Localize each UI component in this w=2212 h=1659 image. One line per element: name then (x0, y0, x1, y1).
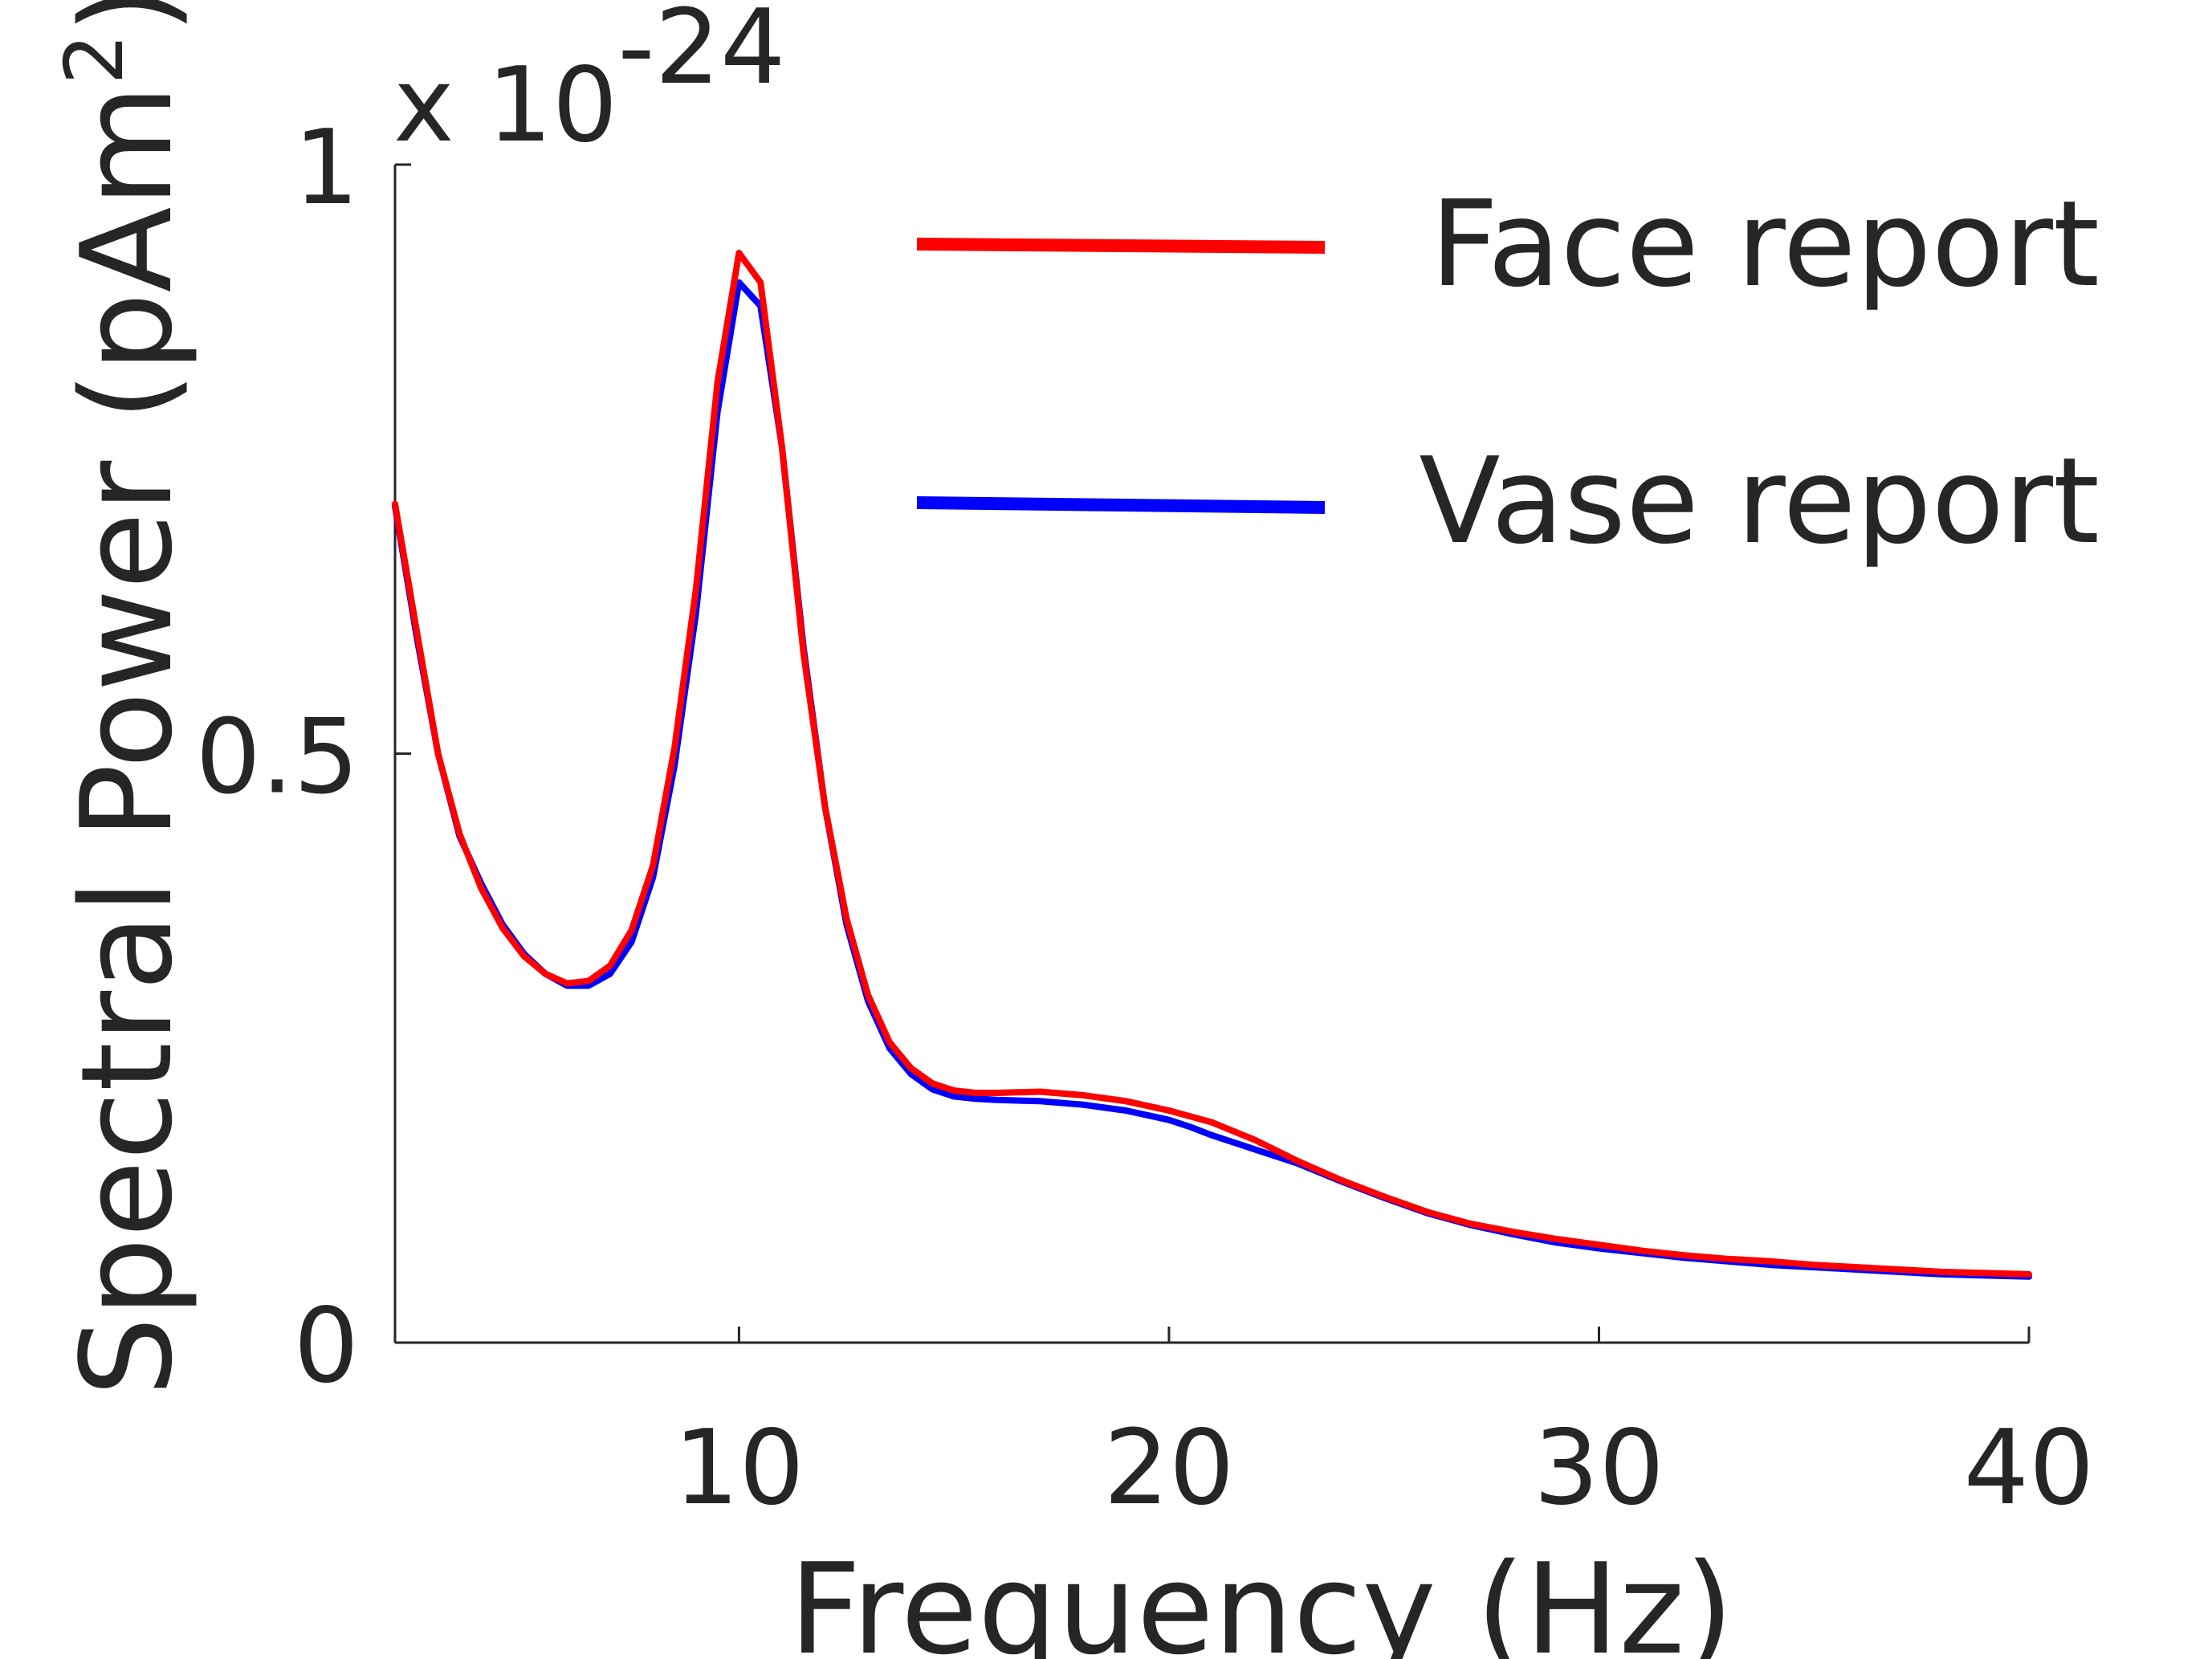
x-tick-label: 40 (1964, 1408, 2095, 1528)
y-ticks: 00.51 (195, 108, 411, 1406)
y-tick-label: 1 (294, 108, 359, 228)
x-axis-title: Frequency (Hz) (789, 1536, 1733, 1659)
y-title-main: Spectral Power (pAm (54, 85, 200, 1396)
y-tick-label: 0.5 (195, 698, 359, 817)
y-axis-exponent: x 10-24 (393, 0, 785, 165)
legend-label-vase-report: Vase report (1419, 432, 2100, 570)
y-tick-label: 0 (294, 1286, 359, 1406)
x-tick-label: 10 (674, 1408, 805, 1528)
y-title-superscript: 2 (47, 34, 141, 85)
series-group (392, 250, 2032, 1280)
y-exponent-base: x 10 (393, 46, 617, 165)
legend-line-face-report (916, 238, 1326, 254)
x-tick-label: 30 (1534, 1408, 1664, 1528)
axes (393, 165, 2029, 1344)
y-exponent-power: -24 (617, 0, 785, 108)
y-title-close: ) (54, 0, 200, 34)
legend-label-face-report: Face report (1430, 175, 2100, 313)
y-axis-title: Spectral Power (pAm2) (47, 0, 200, 1396)
legend-line-vase-report (916, 496, 1326, 514)
x-tick-label: 20 (1104, 1408, 1235, 1528)
series-line-face-report (392, 250, 2032, 1278)
legend: Face report Vase report (916, 175, 2100, 570)
x-ticks: 10 20 30 40 (674, 1327, 2094, 1528)
